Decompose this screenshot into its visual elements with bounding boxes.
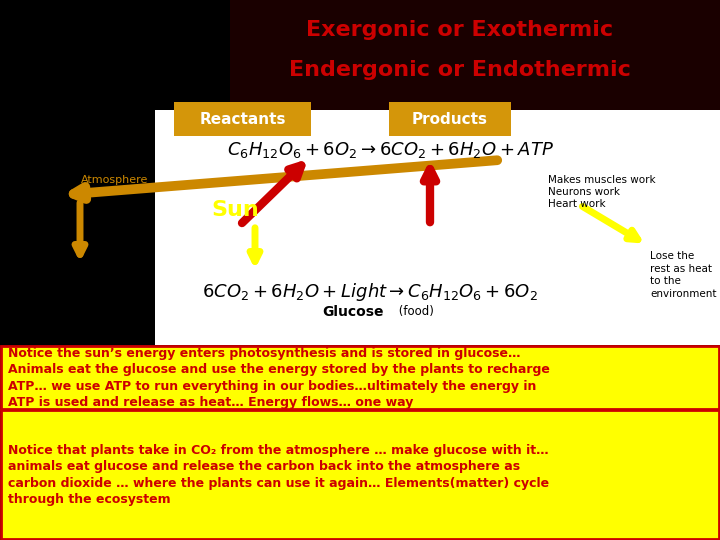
FancyBboxPatch shape — [1, 346, 719, 409]
Text: Glucose: Glucose — [323, 305, 384, 319]
FancyBboxPatch shape — [0, 0, 720, 110]
Text: Reactants: Reactants — [199, 111, 287, 126]
Text: Notice the sun’s energy enters photosynthesis and is stored in glucose…
Animals : Notice the sun’s energy enters photosynt… — [8, 347, 550, 409]
Text: (food): (food) — [395, 306, 434, 319]
FancyBboxPatch shape — [174, 102, 311, 136]
FancyBboxPatch shape — [0, 110, 155, 345]
Text: Endergonic or Endothermic: Endergonic or Endothermic — [289, 60, 631, 80]
FancyBboxPatch shape — [1, 410, 719, 539]
Text: Atmosphere: Atmosphere — [81, 175, 149, 185]
Text: $C_6H_{12}O_6 + 6O_2 \rightarrow 6CO_2 + 6H_2O + ATP$: $C_6H_{12}O_6 + 6O_2 \rightarrow 6CO_2 +… — [227, 140, 554, 160]
FancyBboxPatch shape — [389, 102, 511, 136]
FancyBboxPatch shape — [0, 110, 720, 345]
Text: Lose the
rest as heat
to the
environment: Lose the rest as heat to the environment — [650, 252, 716, 299]
Text: Products: Products — [412, 111, 488, 126]
Text: Sun: Sun — [211, 200, 259, 220]
Text: Makes muscles work
Neurons work
Heart work: Makes muscles work Neurons work Heart wo… — [548, 174, 656, 210]
Text: $6CO_2 + 6H_2O + Light \rightarrow C_6H_{12}O_6 + 6O_2$: $6CO_2 + 6H_2O + Light \rightarrow C_6H_… — [202, 281, 538, 303]
FancyBboxPatch shape — [230, 0, 720, 110]
Text: Notice that plants take in CO₂ from the atmosphere … make glucose with it…
anima: Notice that plants take in CO₂ from the … — [8, 444, 549, 507]
Text: Exergonic or Exothermic: Exergonic or Exothermic — [307, 20, 613, 40]
